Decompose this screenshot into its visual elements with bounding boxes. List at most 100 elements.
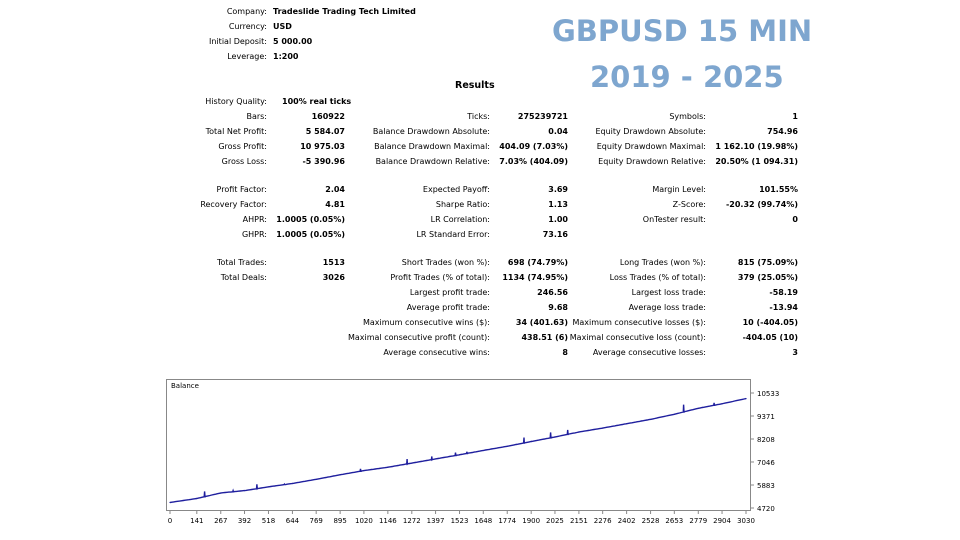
col2-label-1: Balance Drawdown Absolute: — [372, 127, 490, 136]
x-tick-label-16: 2025 — [546, 517, 564, 525]
col2-label-12: Maximum consecutive wins ($): — [362, 318, 490, 327]
balance-point-2 — [220, 492, 222, 494]
x-tick-label-11: 1397 — [427, 517, 445, 525]
col3-value-12: -404.05 (10) — [742, 333, 798, 342]
col2-label-3: Balance Drawdown Relative: — [375, 157, 490, 166]
balance-point-22 — [697, 407, 699, 409]
deposit-value: 5 000.00 — [273, 37, 313, 46]
balance-point-23 — [721, 403, 723, 405]
balance-line — [169, 397, 747, 504]
col2-value-5: 1.13 — [548, 200, 568, 209]
col3-label-1: Equity Drawdown Absolute: — [595, 127, 706, 136]
x-tick-label-7: 895 — [333, 517, 346, 525]
y-tick-label-1: 9371 — [757, 413, 775, 421]
balance-point-24 — [745, 397, 747, 400]
col2-label-6: LR Correlation: — [430, 215, 490, 224]
col3-label-2: Equity Drawdown Maximal: — [596, 142, 706, 151]
col2-label-4: Expected Payoff: — [422, 185, 490, 194]
col3-label-5: Z-Score: — [672, 200, 706, 209]
overlay-title-line2: 2019 - 2025 — [590, 60, 784, 94]
col3-value-5: -20.32 (99.74%) — [725, 200, 798, 209]
col1-value-1: 5 584.07 — [305, 127, 345, 136]
balance-point-1 — [196, 497, 198, 500]
col3-label-13: Average consecutive losses: — [592, 348, 706, 357]
col2-label-0: Ticks: — [467, 112, 490, 121]
col2-value-8: 698 (74.79%) — [507, 258, 568, 267]
col2-label-7: LR Standard Error: — [416, 230, 490, 239]
col1-label-2: Gross Profit: — [218, 142, 267, 151]
col2-label-10: Largest profit trade: — [409, 288, 490, 297]
x-tick-label-5: 644 — [286, 517, 300, 525]
balance-point-20 — [649, 418, 652, 420]
balance-point-0 — [169, 501, 171, 504]
chart-title: Balance — [171, 382, 199, 390]
y-tick-label-5: 4720 — [757, 505, 775, 513]
y-tick-label-0: 10533 — [757, 390, 779, 398]
leverage-label: Leverage: — [227, 52, 267, 61]
col2-value-13: 438.51 (6) — [521, 333, 568, 342]
col2-label-11: Average profit trade: — [406, 303, 490, 312]
leverage-value: 1:200 — [273, 52, 299, 61]
x-tick-label-23: 2904 — [713, 517, 731, 525]
history-quality-label: History Quality: — [205, 97, 267, 106]
balance-point-14 — [506, 445, 508, 447]
col1-value-6: 1.0005 (0.05%) — [276, 215, 345, 224]
col1-value-2: 10 975.03 — [300, 142, 345, 151]
x-tick-label-1: 141 — [190, 517, 203, 525]
balance-point-13 — [482, 449, 484, 452]
x-tick-label-10: 1272 — [403, 517, 421, 525]
col2-value-14: 8 — [562, 348, 568, 357]
col1-label-8: Total Trades: — [217, 258, 267, 267]
col1-value-3: -5 390.96 — [302, 157, 345, 166]
col2-label-9: Profit Trades (% of total): — [390, 273, 490, 282]
x-tick-label-2: 267 — [214, 517, 227, 525]
x-tick-label-14: 1774 — [498, 517, 516, 525]
results-title: Results — [455, 80, 495, 91]
balance-point-11 — [434, 458, 437, 460]
col3-value-9: -58.19 — [769, 288, 798, 297]
history-quality-value: 100% real ticks — [282, 97, 352, 106]
x-tick-label-12: 1523 — [451, 517, 469, 525]
col3-value-3: 20.50% (1 094.31) — [715, 157, 798, 166]
balance-point-6 — [315, 478, 317, 480]
col2-value-2: 404.09 (7.03%) — [499, 142, 568, 151]
company-value: Tradeslide Trading Tech Limited — [273, 7, 416, 16]
col3-label-4: Margin Level: — [652, 185, 706, 194]
chart-frame — [166, 379, 751, 511]
col3-value-7: 815 (75.09%) — [737, 258, 798, 267]
col3-label-9: Largest loss trade: — [631, 288, 706, 297]
currency-value: USD — [273, 22, 292, 31]
x-tick-label-0: 0 — [168, 517, 172, 525]
x-tick-label-17: 2151 — [570, 517, 588, 525]
col3-value-13: 3 — [792, 348, 798, 357]
col3-label-7: Long Trades (won %): — [619, 258, 706, 267]
col1-value-7: 1.0005 (0.05%) — [276, 230, 345, 239]
col1-label-5: Recovery Factor: — [200, 200, 267, 209]
balance-point-4 — [267, 486, 270, 488]
col1-value-5: 4.81 — [325, 200, 345, 209]
x-tick-label-19: 2402 — [618, 517, 636, 525]
y-tick-label-2: 8208 — [757, 436, 775, 444]
col2-label-2: Balance Drawdown Maximal: — [374, 142, 490, 151]
col3-value-0: 1 — [792, 112, 798, 121]
col1-label-9: Total Deals: — [220, 273, 267, 282]
balance-point-3 — [243, 489, 246, 492]
x-tick-label-3: 392 — [238, 517, 251, 525]
col2-value-6: 1.00 — [548, 215, 568, 224]
col3-value-8: 379 (25.05%) — [737, 273, 798, 282]
balance-point-16 — [554, 436, 556, 438]
y-tick-label-4: 5883 — [757, 482, 775, 490]
col1-label-7: GHPR: — [241, 230, 267, 239]
col2-label-13: Maximal consecutive profit (count): — [347, 333, 490, 342]
col3-value-11: 10 (-404.05) — [742, 318, 798, 327]
balance-point-10 — [411, 462, 413, 464]
balance-point-19 — [626, 423, 628, 425]
col2-value-7: 73.16 — [542, 230, 568, 239]
col2-value-3: 7.03% (404.09) — [499, 157, 568, 166]
col2-label-5: Sharpe Ratio: — [435, 200, 490, 209]
balance-point-21 — [673, 413, 675, 415]
balance-point-5 — [291, 482, 294, 485]
x-tick-label-22: 2779 — [689, 517, 707, 525]
col3-label-0: Symbols: — [669, 112, 706, 121]
col3-value-4: 101.55% — [759, 185, 798, 194]
